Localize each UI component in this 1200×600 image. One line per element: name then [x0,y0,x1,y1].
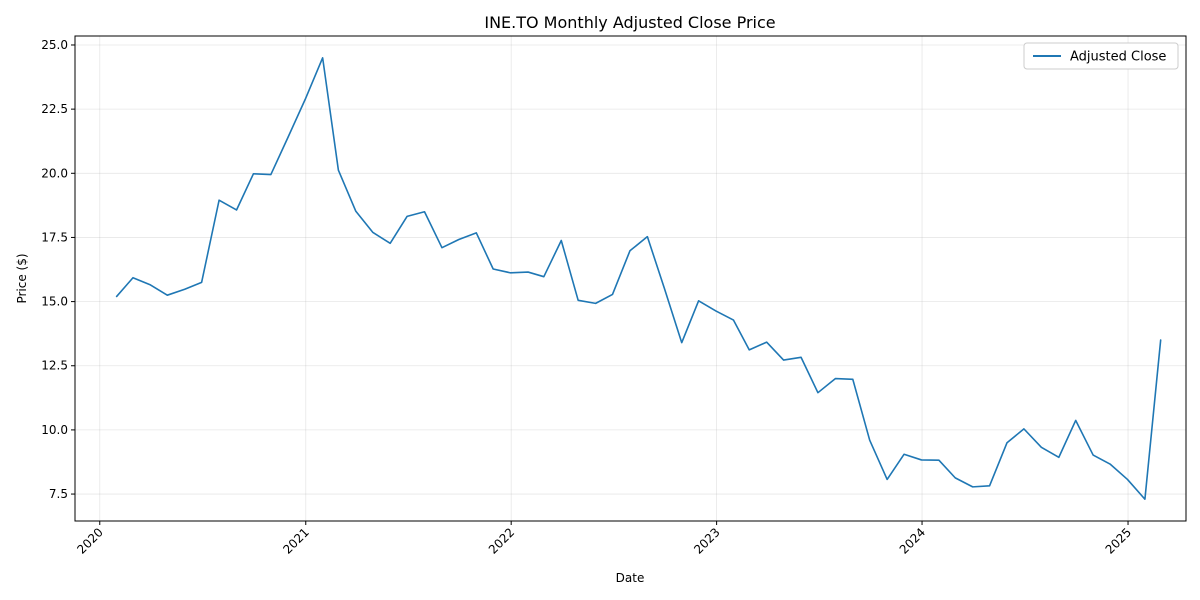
y-tick-label: 17.5 [41,230,68,244]
y-tick-label: 20.0 [41,166,68,180]
y-tick-label: 12.5 [41,359,68,373]
grid-lines [75,36,1186,521]
y-axis-label: Price ($) [15,253,29,303]
legend: Adjusted Close [1023,42,1179,70]
y-tick-label: 7.5 [49,487,68,501]
y-tick-label: 10.0 [41,423,68,437]
y-axis-ticks: 7.5 10.0 12.5 15.0 17.5 20.0 22.5 25.0 [41,38,75,501]
series-lines [115,57,1162,500]
y-tick-label: 15.0 [41,295,68,309]
y-tick-label: 25.0 [41,38,68,52]
x-axis-label: Date [616,571,645,585]
legend-label: Adjusted Close [1070,50,1166,65]
plot-area [74,35,1187,522]
chart-title: INE.TO Monthly Adjusted Close Price [484,13,775,32]
y-tick-label: 22.5 [41,102,68,116]
series-line-0 [115,57,1162,500]
legend-box [1023,42,1179,70]
